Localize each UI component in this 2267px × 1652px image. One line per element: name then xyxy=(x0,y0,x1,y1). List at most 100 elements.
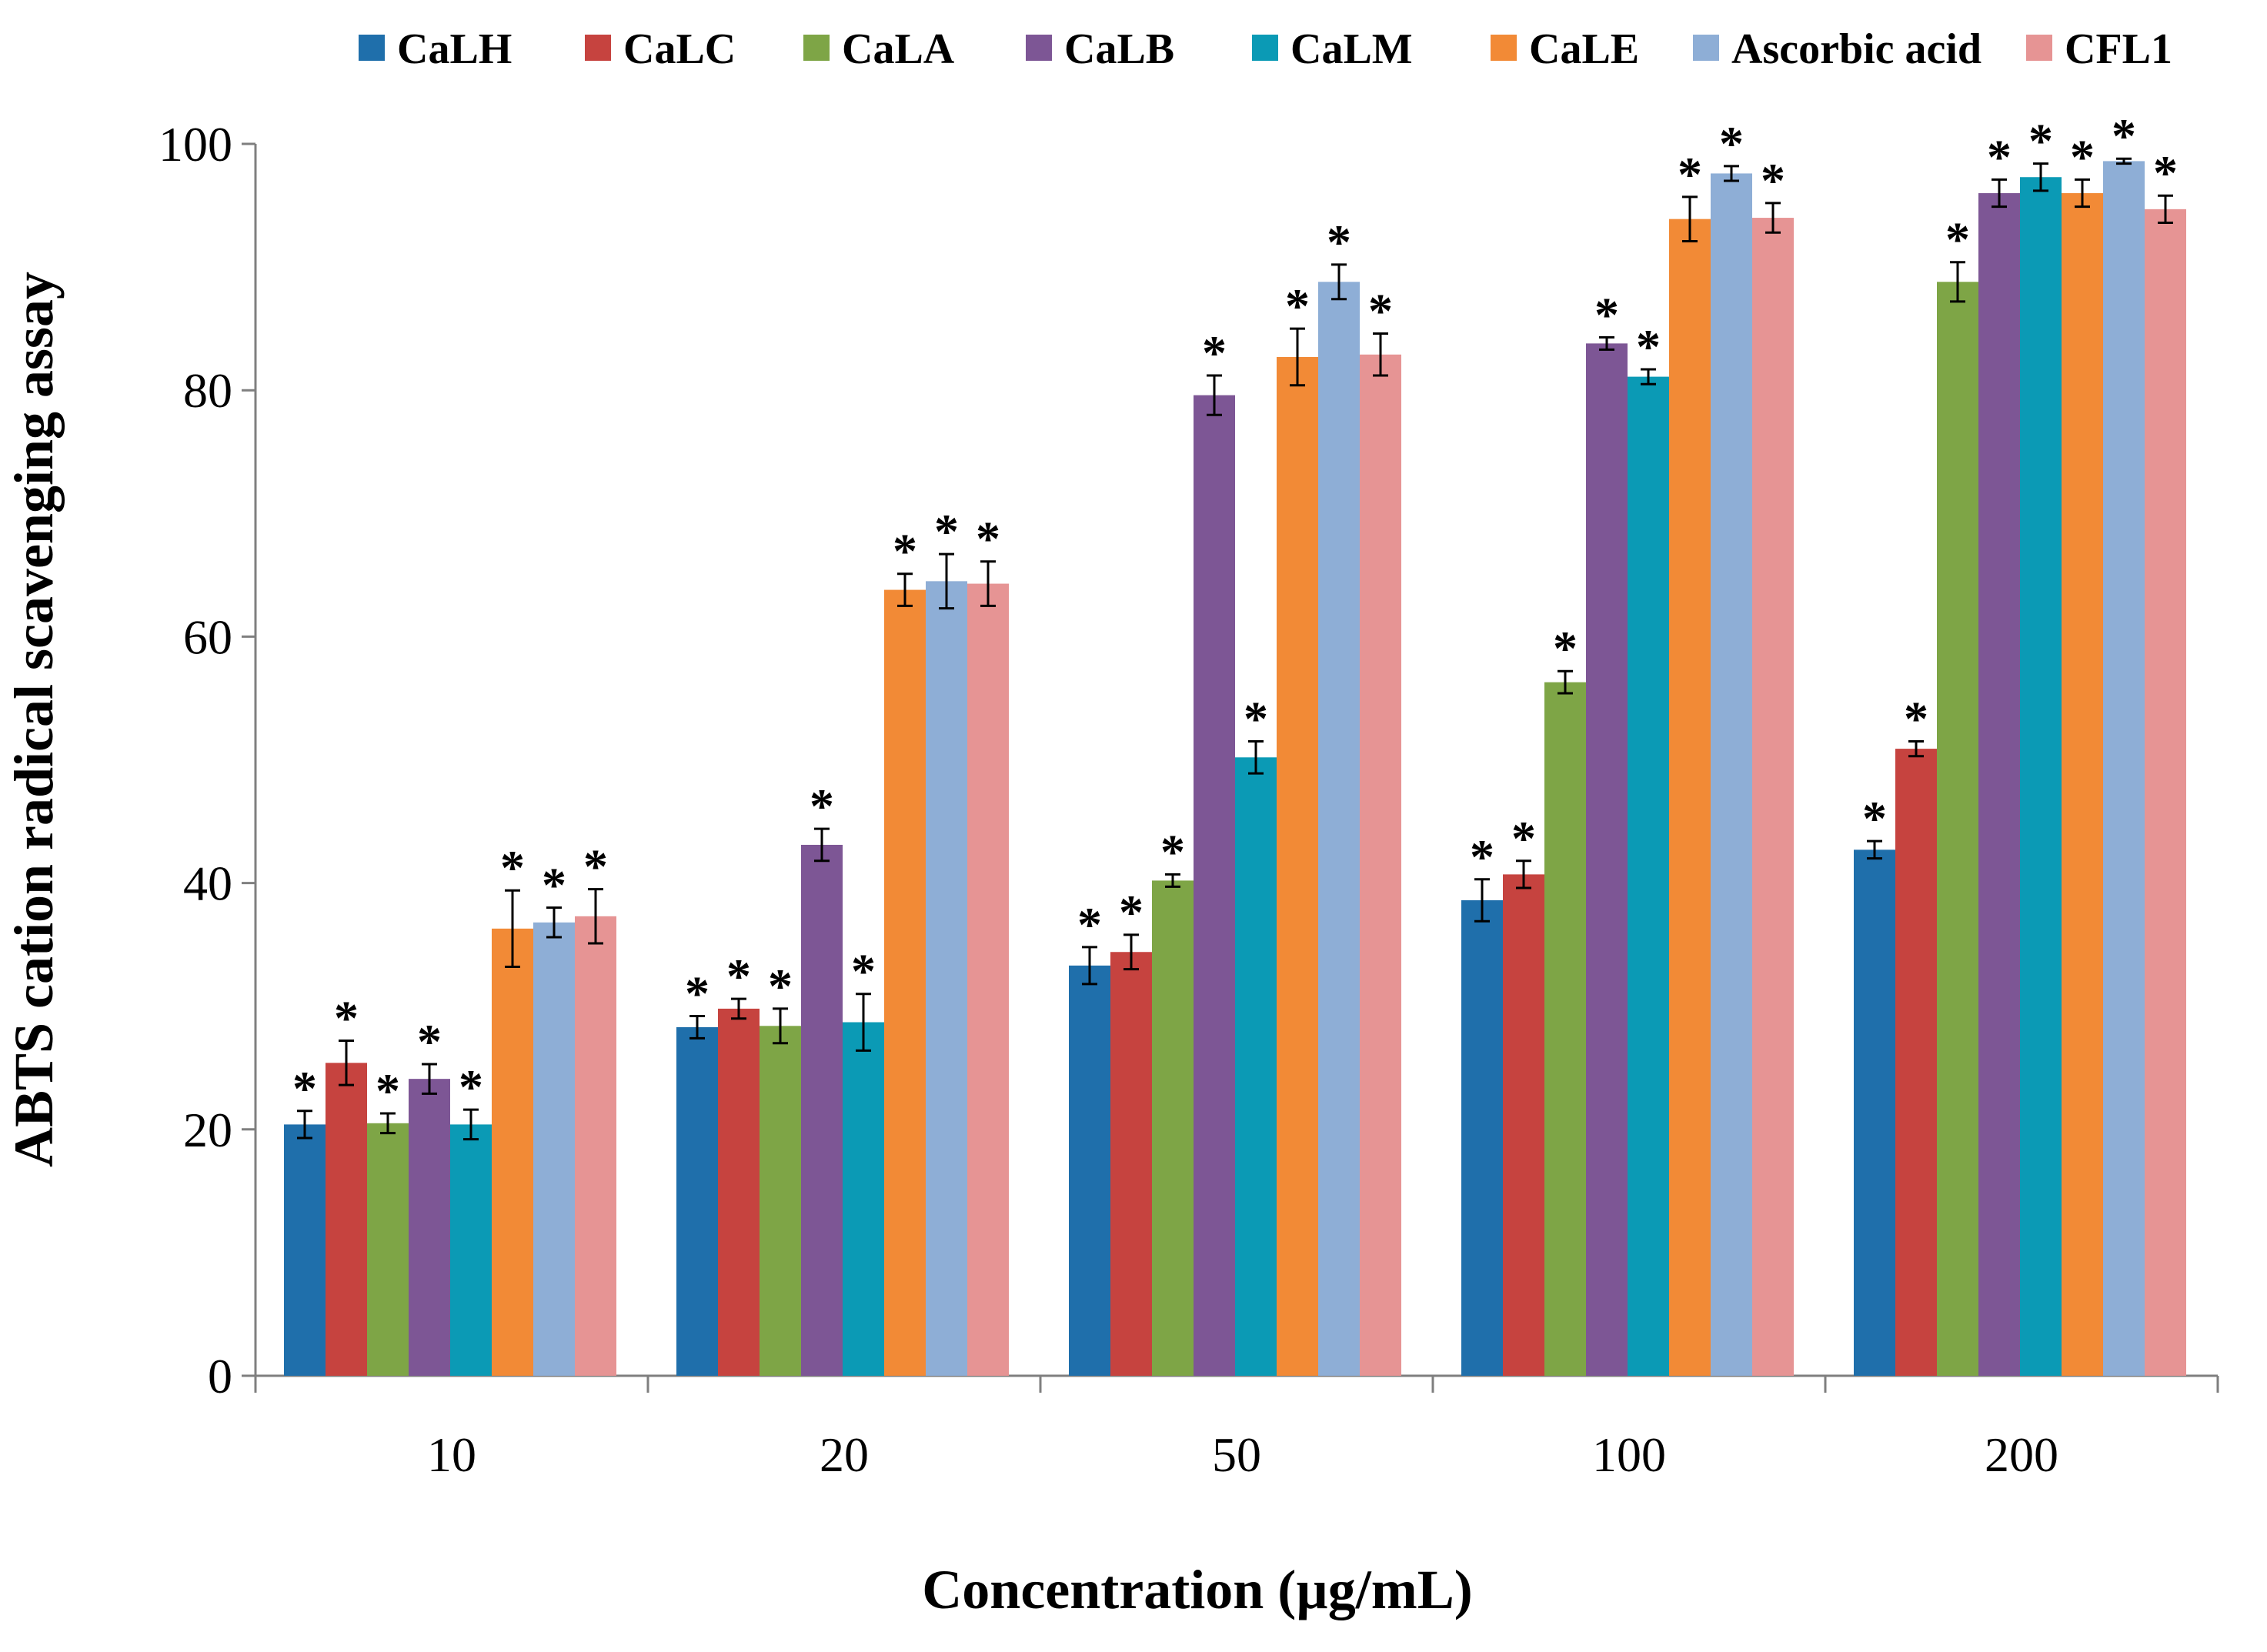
significance-star: * xyxy=(1285,279,1310,333)
x-axis: 10 20 50 100 200 xyxy=(254,1374,2219,1482)
significance-star: * xyxy=(934,504,959,559)
bar-calh-10 xyxy=(284,1124,326,1376)
significance-star: * xyxy=(1553,621,1578,676)
bar-calm-20 xyxy=(843,1022,884,1376)
x-tick-label: 100 xyxy=(1592,1427,1666,1482)
bar-calc-10 xyxy=(326,1063,367,1376)
y-tick-label: 60 xyxy=(183,609,232,664)
significance-star: * xyxy=(1327,215,1351,269)
bar-calm-200 xyxy=(2020,177,2062,1376)
legend: CaLH CaLC CaLA CaLB CaLM CaLE Ascorbic acid CFL… xyxy=(359,25,2172,73)
significance-star: * xyxy=(1678,147,1702,202)
x-tick-label: 20 xyxy=(820,1427,869,1482)
bar-cala-200 xyxy=(1937,282,1978,1376)
significance-star: * xyxy=(1160,824,1185,879)
significance-star: * xyxy=(459,1060,483,1114)
bar-calc-200 xyxy=(1895,749,1937,1376)
significance-star: * xyxy=(2153,145,2178,200)
bar-calb-50 xyxy=(1194,395,1235,1376)
bar-cala-100 xyxy=(1544,682,1586,1376)
significance-star: * xyxy=(292,1061,317,1116)
significance-star: * xyxy=(376,1063,400,1118)
bar-cale-50 xyxy=(1277,356,1318,1376)
bar-ascorbic-acid-10 xyxy=(533,922,575,1376)
legend-swatch xyxy=(2026,35,2052,61)
significance-star: * xyxy=(1511,811,1536,866)
legend-label: CaLM xyxy=(1290,25,1413,73)
bar-calc-20 xyxy=(718,1008,760,1376)
bar-cfl1-200 xyxy=(2145,209,2186,1376)
bar-calb-20 xyxy=(801,844,843,1376)
legend-label: Ascorbic acid xyxy=(1731,25,1982,73)
bar-calh-20 xyxy=(676,1026,718,1376)
legend-swatch xyxy=(803,35,830,61)
bar-ascorbic-acid-100 xyxy=(1711,173,1752,1377)
significance-star: * xyxy=(1077,897,1102,952)
significance-star: * xyxy=(1904,691,1928,746)
bar-calm-10 xyxy=(450,1124,492,1376)
legend-label: CaLE xyxy=(1529,25,1639,73)
significance-star: * xyxy=(1119,885,1144,939)
significance-star: * xyxy=(1987,129,2012,184)
significance-star: * xyxy=(542,858,566,913)
significance-star: * xyxy=(1594,287,1619,342)
bar-cale-10 xyxy=(492,928,533,1376)
significance-star: * xyxy=(500,840,525,895)
significance-star: * xyxy=(2028,114,2053,169)
legend-swatch xyxy=(585,35,611,61)
y-tick-label: 20 xyxy=(183,1103,232,1157)
significance-star: * xyxy=(685,966,709,1021)
significance-star: * xyxy=(976,512,1000,566)
legend-label: CaLH xyxy=(397,25,512,73)
bar-cale-20 xyxy=(884,589,926,1376)
bar-calc-100 xyxy=(1503,874,1544,1376)
bar-calb-10 xyxy=(409,1079,450,1376)
significance-star: * xyxy=(1862,791,1887,846)
significance-star: * xyxy=(893,524,917,579)
significance-star: * xyxy=(2112,108,2136,163)
significance-star: * xyxy=(1368,284,1393,339)
bar-calm-50 xyxy=(1235,757,1277,1376)
bar-calc-50 xyxy=(1110,952,1152,1376)
legend-label: CFL1 xyxy=(2065,25,2172,73)
bar-cala-10 xyxy=(367,1123,409,1376)
legend-swatch xyxy=(359,35,385,61)
significance-star: * xyxy=(1202,325,1227,380)
y-tick-label: 100 xyxy=(159,117,232,172)
bar-cfl1-20 xyxy=(967,583,1009,1376)
significance-star: * xyxy=(1945,212,1970,267)
x-tick-label: 200 xyxy=(1985,1427,2058,1482)
significance-star: * xyxy=(2070,129,2095,184)
bar-cfl1-100 xyxy=(1752,218,1794,1376)
legend-swatch xyxy=(1693,35,1719,61)
bar-cala-50 xyxy=(1152,880,1194,1376)
y-tick-label: 40 xyxy=(183,856,232,911)
bar-calb-200 xyxy=(1978,193,2020,1376)
bar-cale-200 xyxy=(2062,193,2103,1376)
significance-star: * xyxy=(1470,829,1494,884)
significance-star: * xyxy=(810,779,834,833)
significance-star: * xyxy=(417,1014,442,1069)
y-axis: 0 20 40 60 80 100 xyxy=(159,117,257,1403)
bar-cala-20 xyxy=(760,1026,801,1376)
significance-star: * xyxy=(1244,691,1268,746)
significance-star: * xyxy=(768,959,793,1013)
bar-calh-50 xyxy=(1069,965,1110,1376)
bar-calh-100 xyxy=(1461,900,1503,1376)
significance-star: * xyxy=(1761,153,1785,208)
significance-star: * xyxy=(1636,319,1661,374)
bar-calm-100 xyxy=(1628,376,1669,1376)
legend-swatch xyxy=(1491,35,1517,61)
y-tick-label: 0 xyxy=(208,1349,232,1403)
significance-star: * xyxy=(851,944,876,999)
x-axis-title: Concentration (µg/mL) xyxy=(922,1559,1472,1620)
bar-cfl1-10 xyxy=(575,916,616,1376)
legend-swatch xyxy=(1026,35,1052,61)
x-tick-label: 50 xyxy=(1212,1427,1261,1482)
bar-calb-100 xyxy=(1586,343,1628,1376)
bars: * * * * * * * * * * * * * * * * * * * * * * * * * * * * * * * * * * * * * * * * xyxy=(284,108,2186,1377)
legend-swatch xyxy=(1252,35,1278,61)
legend-label: CaLA xyxy=(842,25,955,73)
significance-star: * xyxy=(1719,116,1744,171)
